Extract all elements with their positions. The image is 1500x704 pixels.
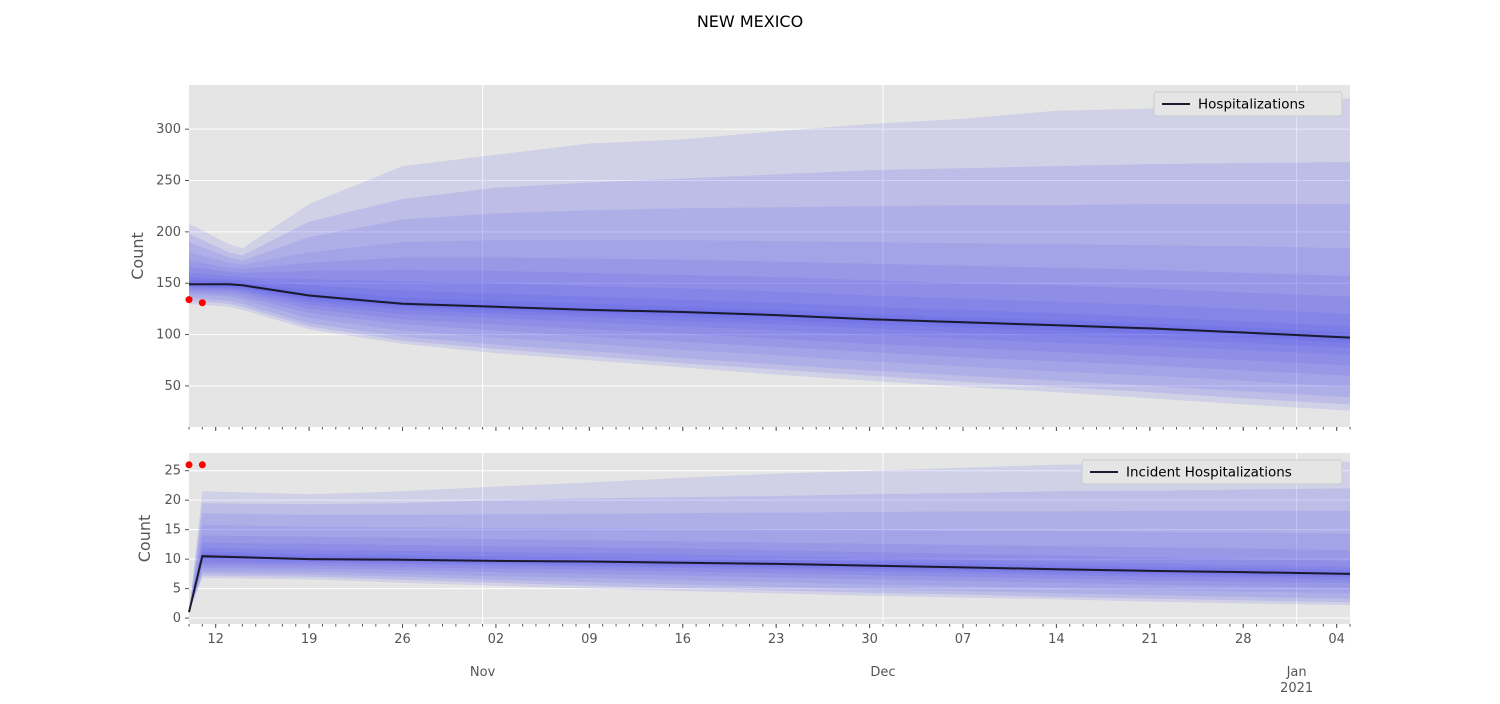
- y-tick-label: 50: [164, 379, 181, 394]
- x-day-tick-label: 02: [488, 632, 505, 647]
- legend: Hospitalizations: [1153, 91, 1343, 117]
- prediction-band-90: [189, 510, 1350, 613]
- prediction-band-98: [189, 98, 1350, 411]
- median-line: [188, 555, 1351, 613]
- prediction-band-50: [189, 547, 1350, 613]
- y-tick-label: 5: [173, 582, 181, 597]
- legend-label: Hospitalizations: [1198, 97, 1305, 113]
- prediction-band-40: [189, 277, 1350, 348]
- x-day-tick-label: 04: [1328, 632, 1345, 647]
- x-day-tick-label: 14: [1048, 632, 1065, 647]
- y-tick-label: 25: [164, 464, 181, 479]
- y-axis-label: Count: [135, 515, 154, 563]
- prediction-band-30: [189, 280, 1350, 343]
- x-year-tick-label: 2021: [1280, 681, 1313, 696]
- x-day-tick-label: 28: [1235, 632, 1252, 647]
- plot-area: [189, 85, 1350, 427]
- observed-point: [198, 299, 206, 307]
- x-day-tick-label: 21: [1142, 632, 1159, 647]
- y-tick-label: 200: [156, 225, 181, 240]
- x-month-tick-label: Nov: [470, 665, 496, 680]
- x-day-tick-label: 09: [581, 632, 598, 647]
- y-tick-label: 0: [173, 611, 181, 626]
- panel-incident-hospitalizations: 0 5 10 15 20 25 Count Incident Hospitalizations: [135, 453, 1351, 628]
- prediction-band-80: [189, 240, 1350, 387]
- y-axis-label: Count: [128, 232, 147, 280]
- prediction-band-90: [189, 204, 1350, 398]
- legend: Incident Hospitalizations: [1081, 459, 1343, 485]
- x-day-tick-label: 16: [674, 632, 691, 647]
- prediction-band-70: [189, 257, 1350, 376]
- x-day-tick-label: 12: [207, 632, 224, 647]
- prediction-band-98: [189, 461, 1350, 613]
- y-tick-label: 100: [156, 328, 181, 343]
- legend-label: Incident Hospitalizations: [1126, 465, 1292, 481]
- legend-box: [1153, 91, 1343, 117]
- median-line: [189, 283, 1351, 339]
- observed-point: [185, 296, 193, 304]
- x-day-tick-label: 23: [768, 632, 785, 647]
- y-tick-label: 150: [156, 276, 181, 291]
- figure-title: NEW MEXICO: [697, 12, 803, 31]
- panel-hospitalizations: 50 100 150 200 250 300 Count Hospitalizations: [128, 85, 1351, 431]
- y-tick-label: 20: [164, 493, 181, 508]
- y-tick-label: 300: [156, 122, 181, 137]
- x-month-tick-label: Jan: [1286, 665, 1307, 680]
- prediction-band-60: [189, 266, 1350, 366]
- x-day-tick-label: 30: [861, 632, 878, 647]
- prediction-band-40: [189, 551, 1350, 613]
- y-tick-label: 250: [156, 174, 181, 189]
- prediction-band-80: [189, 524, 1350, 613]
- prediction-band-95: [189, 488, 1350, 613]
- observed-point: [198, 461, 206, 469]
- x-day-tick-label: 07: [955, 632, 972, 647]
- x-day-tick-label: 26: [394, 632, 411, 647]
- observed-point: [185, 461, 193, 469]
- prediction-band-95: [189, 162, 1350, 405]
- x-day-tick-label: 19: [301, 632, 318, 647]
- y-tick-label: 15: [164, 523, 181, 538]
- prediction-band-70: [189, 535, 1350, 613]
- x-month-tick-label: Dec: [870, 665, 895, 680]
- y-tick-label: 10: [164, 552, 181, 567]
- legend-box: [1081, 459, 1343, 485]
